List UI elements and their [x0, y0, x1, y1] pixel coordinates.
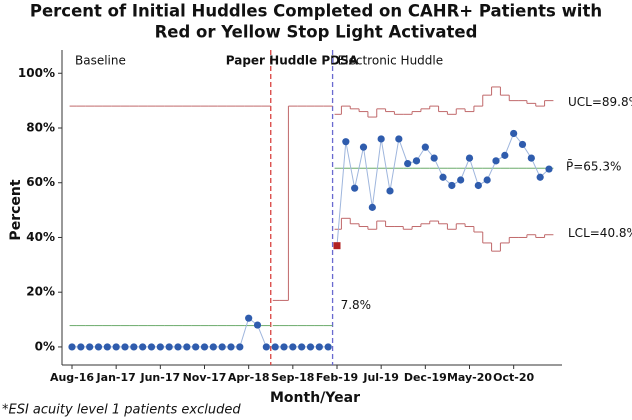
phase-label: Paper Huddle PDSA — [226, 54, 359, 68]
data-point — [130, 343, 138, 351]
data-point — [121, 343, 129, 351]
center-annotation: P̄=65.3% — [566, 160, 621, 174]
x-tick-label: Feb-19 — [316, 371, 358, 384]
data-point — [306, 343, 315, 351]
data-point — [271, 343, 279, 351]
x-tick-label: Nov-17 — [183, 371, 227, 384]
x-tick-label: Jun-17 — [140, 371, 181, 384]
x-tick-label: May-20 — [447, 371, 492, 384]
phase-label: Baseline — [75, 54, 126, 68]
data-point — [421, 143, 429, 151]
data-point — [404, 159, 412, 168]
data-point — [342, 138, 350, 146]
data-point — [324, 343, 332, 351]
data-point — [183, 343, 191, 351]
data-point — [227, 343, 235, 351]
x-tick-label: Apr-18 — [228, 371, 270, 384]
data-point — [253, 321, 262, 329]
data-point — [174, 343, 182, 351]
y-axis-label: Percent — [8, 179, 24, 240]
data-point — [103, 343, 111, 351]
data-point — [545, 165, 553, 173]
data-point — [430, 154, 438, 162]
data-point — [86, 343, 94, 351]
data-point — [412, 157, 421, 165]
data-point — [139, 343, 147, 351]
data-point — [448, 181, 456, 190]
data-point — [200, 343, 209, 351]
data-point — [518, 140, 527, 149]
data-point — [68, 343, 76, 351]
y-tick-label: 100% — [18, 66, 55, 80]
x-tick-label: Jul-19 — [362, 371, 399, 384]
y-tick-label: 40% — [26, 230, 55, 244]
data-point — [147, 343, 156, 351]
data-point — [510, 129, 518, 138]
x-tick-label: Oct-20 — [493, 371, 534, 384]
data-point — [386, 187, 394, 195]
data-point — [156, 343, 164, 351]
data-point — [280, 343, 288, 351]
data-point — [492, 157, 500, 165]
data-point — [483, 176, 491, 184]
data-point — [474, 181, 482, 190]
data-point — [465, 154, 474, 162]
x-tick-label: Jan-17 — [96, 371, 136, 384]
data-point — [359, 143, 368, 151]
data-point — [351, 184, 359, 192]
y-tick-label: 80% — [26, 120, 55, 134]
x-tick-label: Dec-19 — [404, 371, 447, 384]
ucl-annotation: UCL=89.8% — [568, 95, 632, 109]
footnote: *ESI acuity level 1 patients excluded — [2, 403, 241, 418]
data-point — [289, 343, 297, 351]
data-point — [298, 343, 306, 351]
data-point — [77, 343, 85, 351]
y-tick-label: 0% — [35, 339, 55, 353]
data-point — [395, 135, 403, 143]
data-point — [94, 343, 103, 351]
chart-title: Red or Yellow Stop Light Activated — [155, 23, 478, 42]
data-point — [457, 176, 465, 184]
y-tick-label: 60% — [26, 175, 55, 189]
phase-label: Electronic Huddle — [338, 54, 444, 68]
data-point — [536, 173, 544, 181]
lcl-annotation: LCL=40.8% — [568, 226, 632, 240]
data-point — [192, 343, 200, 351]
data-point — [262, 343, 270, 351]
data-point — [209, 343, 217, 351]
data-point — [236, 343, 244, 351]
data-point — [527, 154, 535, 162]
data-point — [368, 203, 376, 211]
data-point — [245, 314, 253, 322]
data-point — [439, 173, 447, 181]
data-point — [218, 343, 226, 351]
data-point — [377, 135, 385, 143]
x-tick-label: Sep-18 — [271, 371, 314, 384]
baseline-center-annotation: 7.8% — [341, 298, 372, 312]
data-point — [315, 343, 323, 351]
x-axis-label: Month/Year — [270, 390, 360, 406]
x-tick-label: Aug-16 — [50, 371, 94, 384]
data-point — [165, 343, 173, 351]
data-point — [501, 151, 509, 159]
data-point — [112, 343, 120, 351]
out-of-control-point — [333, 242, 341, 250]
data-line — [72, 317, 267, 348]
chart-title: Percent of Initial Huddles Completed on … — [30, 2, 602, 21]
y-tick-label: 20% — [26, 285, 55, 299]
